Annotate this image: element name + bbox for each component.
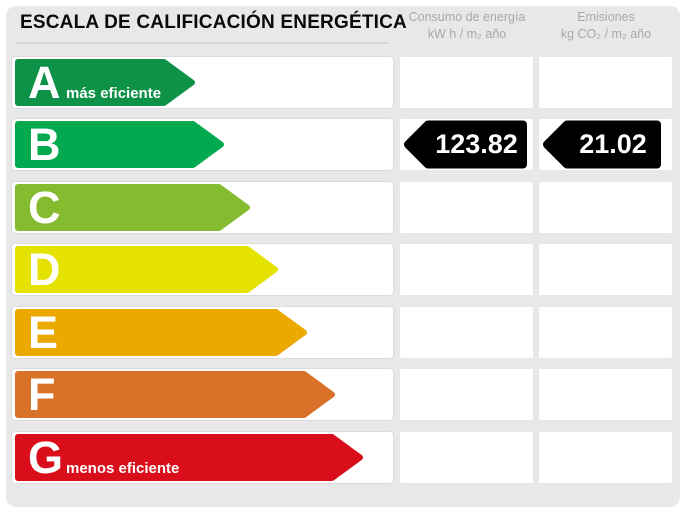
rating-row-a: A más eficiente xyxy=(12,57,393,108)
consumo-cell-f xyxy=(400,369,533,420)
consumo-value-badge: 123.82 xyxy=(402,120,529,169)
rating-letter-c: C xyxy=(28,182,61,233)
emisiones-cell-f xyxy=(539,369,672,420)
consumo-cell-g xyxy=(400,432,533,483)
rating-row-b: B xyxy=(12,119,393,170)
consumo-header-line1: Consumo de energía xyxy=(408,10,526,24)
emisiones-cell-c xyxy=(539,182,672,233)
emisiones-cell-d xyxy=(539,244,672,295)
rating-note-a: más eficiente xyxy=(66,85,162,102)
rating-arrow-e-icon xyxy=(15,309,307,356)
consumo-value-arrow-icon xyxy=(404,120,527,169)
consumo-cell-a xyxy=(400,57,533,108)
page-title: ESCALA DE CALIFICACIÓN ENERGÉTICA xyxy=(20,12,407,33)
rating-letter-g: G xyxy=(28,432,64,483)
rating-letter-a: A xyxy=(28,57,61,108)
emisiones-header-line1: Emisiones xyxy=(577,10,635,24)
emisiones-column-header: Emisiones kg CO₂ / m₂ año xyxy=(537,9,675,43)
rating-arrow-g-icon xyxy=(15,434,363,481)
consumo-header-line2: kW h / m₂ año xyxy=(427,27,507,41)
emisiones-cell-a xyxy=(539,57,672,108)
consumo-column-header: Consumo de energía kW h / m₂ año xyxy=(398,9,536,43)
rating-arrow-a-icon xyxy=(15,59,195,106)
rating-row-g: G menos eficiente xyxy=(12,432,393,483)
emisiones-cell-g xyxy=(539,432,672,483)
title-underline xyxy=(16,42,389,44)
consumo-cell-c xyxy=(400,182,533,233)
rating-note-g: menos eficiente xyxy=(66,460,180,477)
emisiones-header-line2: kg CO₂ / m₂ año xyxy=(560,27,652,41)
rating-arrow-d-icon xyxy=(15,246,278,293)
rating-arrow-f-icon xyxy=(15,371,335,418)
emisiones-value-arrow-icon xyxy=(543,120,661,169)
rating-arrow-c-icon xyxy=(15,184,250,231)
consumo-value: 123.82 xyxy=(435,129,518,159)
rating-row-f: F xyxy=(12,369,393,420)
rating-letter-b: B xyxy=(28,119,61,170)
rating-letter-d: D xyxy=(28,244,61,295)
emisiones-value: 21.02 xyxy=(579,129,647,159)
emisiones-cell-e xyxy=(539,307,672,358)
consumo-cell-e xyxy=(400,307,533,358)
rating-row-c: C xyxy=(12,182,393,233)
rating-arrow-b-icon xyxy=(15,121,224,168)
rating-row-e: E xyxy=(12,307,393,358)
rating-row-d: D xyxy=(12,244,393,295)
rating-letter-f: F xyxy=(28,369,56,420)
emisiones-value-badge: 21.02 xyxy=(541,120,663,169)
rating-letter-e: E xyxy=(28,307,59,358)
consumo-cell-d xyxy=(400,244,533,295)
